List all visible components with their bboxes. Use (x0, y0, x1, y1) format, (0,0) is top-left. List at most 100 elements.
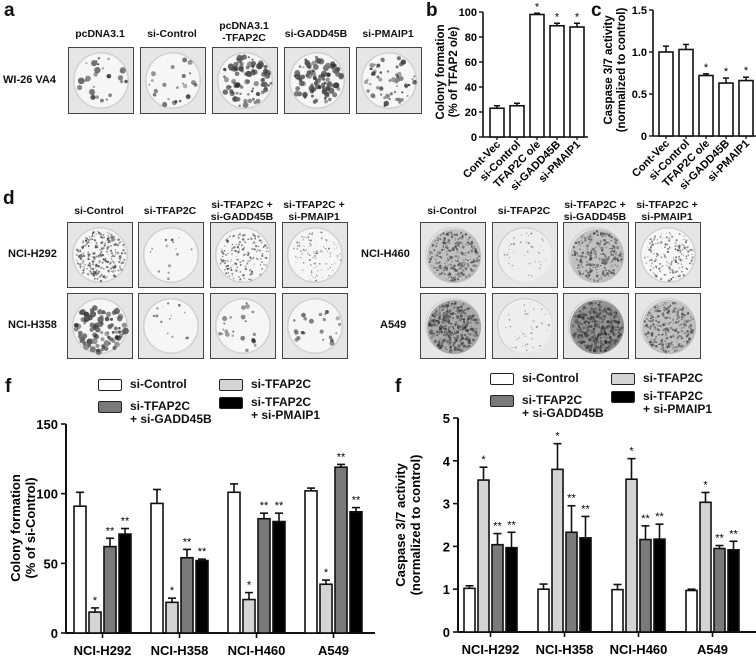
y-tick-label: 0 (641, 131, 647, 143)
x-tick-label: NCI-H292 (74, 643, 132, 656)
bar (509, 104, 525, 138)
colony-plate (284, 47, 350, 114)
bar (713, 547, 726, 633)
y-tick-label: 3 (443, 497, 450, 512)
bar (257, 517, 271, 634)
bar (463, 587, 476, 633)
panel-c-label: c (591, 0, 602, 21)
culture-dish (424, 226, 482, 284)
colony-plate (140, 47, 206, 114)
panel-d-left-row-label: NCI-H358 (8, 319, 57, 331)
culture-dish (214, 226, 272, 284)
panel-a-column-label: si-Control (147, 28, 197, 40)
panel-d-left-row-label: NCI-H292 (8, 248, 57, 260)
svg-text:Caspase 3/7 activity: Caspase 3/7 activity (603, 15, 615, 125)
svg-text:Colony formation: Colony formation (435, 24, 447, 119)
y-tick-label: 100 (459, 7, 477, 19)
colony-plate (356, 47, 422, 114)
bar (477, 479, 490, 633)
panel-f-left-label: f (5, 376, 12, 397)
y-tick-label: 4 (443, 454, 451, 469)
x-tick-label: A549 (318, 643, 349, 656)
bar (653, 538, 666, 633)
panel-a-row-label: WI-26 VA4 (3, 74, 56, 86)
y-tick-label: 2 (443, 539, 450, 554)
bar (150, 502, 164, 634)
colony-plate (563, 293, 629, 359)
culture-dish (639, 297, 697, 355)
colony-plate (635, 222, 701, 288)
x-tick-label: NCI-H292 (462, 642, 520, 656)
bar (73, 505, 87, 634)
x-tick-label: NCI-H460 (610, 642, 668, 656)
svg-text:*: * (93, 595, 98, 607)
svg-text:**: ** (641, 513, 650, 525)
bar (505, 546, 518, 633)
svg-text:(normalized to control): (normalized to control) (616, 8, 628, 133)
culture-dish (424, 297, 482, 355)
panel-d-right-column-label: si-TFAP2C + si-GADD45B (563, 199, 627, 223)
culture-dish (286, 297, 344, 355)
bar (579, 537, 592, 633)
y-axis-label: Caspase 3/7 activity (normalized to contr… (603, 8, 628, 133)
panel-a-column-label: pcDNA3.1 -TFAP2C (219, 20, 269, 44)
svg-text:**: ** (581, 503, 590, 515)
legend-item: si-TFAP2C + si-GADD45B (98, 400, 212, 426)
legend-item: si-TFAP2C + si-GADD45B (490, 394, 604, 420)
y-tick-label: 50 (44, 556, 58, 571)
culture-dish (496, 226, 554, 284)
x-tick-label: NCI-H460 (228, 643, 286, 656)
y-axis-label: Colony formation (% of TFAP2 o/e) (435, 24, 460, 119)
bar (242, 598, 256, 634)
svg-text:**: ** (106, 525, 115, 537)
svg-text:*: * (535, 1, 540, 13)
bar (569, 26, 585, 138)
colony-plate (635, 293, 701, 359)
bar (334, 466, 348, 634)
bar (565, 531, 578, 633)
svg-text:*: * (703, 479, 708, 491)
legend-swatch (98, 401, 122, 413)
bar (625, 478, 638, 633)
colony-plate (138, 293, 204, 359)
y-axis-label: Caspase 3/7 activity (normalized to contr… (393, 455, 423, 596)
legend-item: si-Control (98, 378, 187, 391)
culture-dish (216, 51, 274, 110)
panel-d-right-column-label: si-TFAP2C (497, 205, 551, 217)
bar (678, 48, 694, 137)
y-tick-label: 5 (443, 411, 450, 426)
bar (272, 520, 286, 634)
panel-f-right-chart: 0 1 2 3 4 5 Caspase 3/7 activity (normalized to… (393, 411, 756, 656)
panel-d-label: d (3, 188, 15, 209)
colony-plate (492, 293, 558, 359)
svg-text:*: * (555, 11, 560, 23)
culture-dish (142, 297, 200, 355)
y-tick-label: 80 (465, 32, 477, 44)
svg-text:*: * (324, 567, 329, 579)
panel-f-right-label: f (395, 376, 402, 397)
y-tick-label: 150 (36, 417, 58, 432)
colony-plate (67, 222, 133, 288)
bar (529, 13, 545, 138)
legend-label: si-TFAP2C + si-GADD45B (130, 399, 212, 426)
svg-text:*: * (555, 431, 560, 443)
culture-dish (142, 226, 200, 284)
svg-text:**: ** (337, 451, 346, 463)
svg-text:**: ** (198, 546, 207, 558)
y-tick-label: 60 (465, 57, 477, 69)
bar (537, 588, 550, 633)
bar (489, 107, 505, 138)
panel-d-right-row-label: NCI-H460 (361, 248, 410, 260)
culture-dish (496, 297, 554, 355)
bar (227, 491, 241, 634)
culture-dish (567, 226, 625, 284)
culture-dish (71, 297, 129, 355)
svg-text:**: ** (121, 516, 130, 528)
svg-text:*: * (629, 446, 634, 458)
culture-dish (286, 226, 344, 284)
legend-swatch (219, 379, 243, 391)
svg-text:**: ** (352, 495, 361, 507)
bar (658, 51, 674, 137)
panel-b-chart: 0 20 40 60 80 100 Colony formation (% of TFAP2 … (435, 1, 588, 190)
panel-a-label: a (4, 0, 15, 21)
